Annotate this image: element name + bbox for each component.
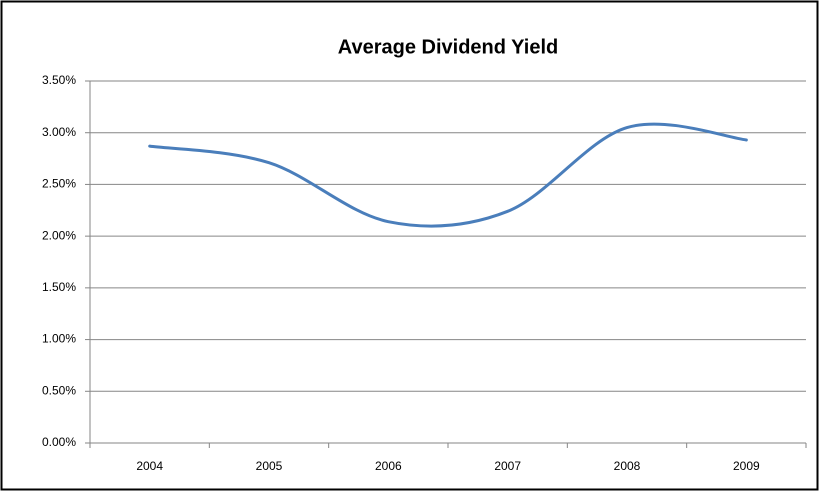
x-tick-label: 2009 <box>733 459 760 473</box>
chart-title: Average Dividend Yield <box>338 36 558 58</box>
y-tick-label: 1.00% <box>42 332 76 346</box>
x-tick-label: 2004 <box>136 459 163 473</box>
y-tick-label: 2.50% <box>42 177 76 191</box>
x-tick-label: 2007 <box>494 459 521 473</box>
y-tick-label: 0.00% <box>42 435 76 449</box>
x-tick-label: 2005 <box>256 459 283 473</box>
x-tick-label: 2008 <box>614 459 641 473</box>
y-tick-label: 3.00% <box>42 125 76 139</box>
y-tick-label: 1.50% <box>42 280 76 294</box>
y-tick-label: 0.50% <box>42 383 76 397</box>
data-line <box>148 122 748 228</box>
y-tick-label: 2.00% <box>42 228 76 242</box>
y-tick-label: 3.50% <box>42 73 76 87</box>
x-tick-label: 2006 <box>375 459 402 473</box>
